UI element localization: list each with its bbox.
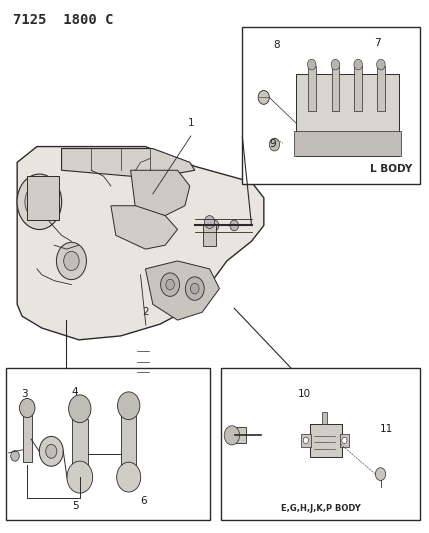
- Bar: [340, 434, 349, 447]
- Bar: [296, 74, 399, 156]
- Bar: [310, 424, 342, 457]
- Bar: [72, 419, 88, 477]
- Circle shape: [67, 461, 93, 493]
- Circle shape: [190, 283, 199, 294]
- Polygon shape: [111, 206, 178, 249]
- Bar: [332, 66, 339, 111]
- Circle shape: [258, 91, 269, 104]
- Circle shape: [69, 395, 91, 423]
- Circle shape: [303, 437, 308, 443]
- Text: 2: 2: [142, 307, 149, 317]
- Bar: [322, 412, 327, 424]
- Bar: [121, 416, 136, 477]
- Circle shape: [39, 437, 63, 466]
- Bar: [377, 66, 385, 111]
- Bar: [242, 27, 420, 184]
- Circle shape: [17, 174, 62, 230]
- Bar: [6, 368, 210, 520]
- Circle shape: [342, 437, 347, 443]
- Circle shape: [45, 445, 57, 458]
- Polygon shape: [145, 261, 219, 320]
- Circle shape: [11, 450, 19, 461]
- Bar: [27, 176, 59, 220]
- Text: 4: 4: [72, 387, 79, 397]
- Circle shape: [308, 59, 316, 70]
- Bar: [301, 434, 311, 447]
- Circle shape: [25, 184, 54, 220]
- Circle shape: [166, 279, 174, 290]
- Bar: [308, 66, 316, 111]
- Text: E,G,H,J,K,P BODY: E,G,H,J,K,P BODY: [281, 504, 360, 513]
- Bar: [354, 66, 362, 111]
- Circle shape: [185, 277, 204, 300]
- Circle shape: [204, 215, 214, 229]
- Text: 11: 11: [380, 424, 393, 434]
- Text: 10: 10: [298, 390, 311, 399]
- Circle shape: [269, 138, 280, 151]
- Circle shape: [354, 59, 363, 70]
- Circle shape: [224, 426, 240, 445]
- Bar: [203, 225, 216, 246]
- Circle shape: [331, 59, 340, 70]
- Bar: [293, 131, 401, 156]
- Text: 1: 1: [187, 118, 194, 128]
- Circle shape: [160, 273, 179, 296]
- Text: 3: 3: [21, 390, 28, 399]
- Text: 7: 7: [374, 38, 381, 47]
- Text: 7125  1800 C: 7125 1800 C: [13, 13, 113, 27]
- Polygon shape: [62, 149, 195, 178]
- Polygon shape: [130, 170, 190, 216]
- Circle shape: [63, 252, 79, 271]
- Text: 6: 6: [140, 496, 147, 506]
- Bar: [23, 414, 32, 462]
- Circle shape: [210, 220, 219, 231]
- Bar: [229, 427, 246, 443]
- Circle shape: [375, 468, 386, 481]
- Circle shape: [230, 220, 239, 231]
- Text: 9: 9: [269, 139, 276, 149]
- Text: 8: 8: [273, 41, 280, 50]
- Bar: [221, 368, 420, 520]
- Polygon shape: [17, 147, 264, 340]
- Circle shape: [57, 243, 87, 280]
- Circle shape: [20, 399, 35, 418]
- Circle shape: [377, 59, 385, 70]
- Circle shape: [118, 392, 140, 419]
- Text: 5: 5: [72, 502, 79, 511]
- Text: L BODY: L BODY: [370, 164, 412, 174]
- Circle shape: [117, 462, 141, 492]
